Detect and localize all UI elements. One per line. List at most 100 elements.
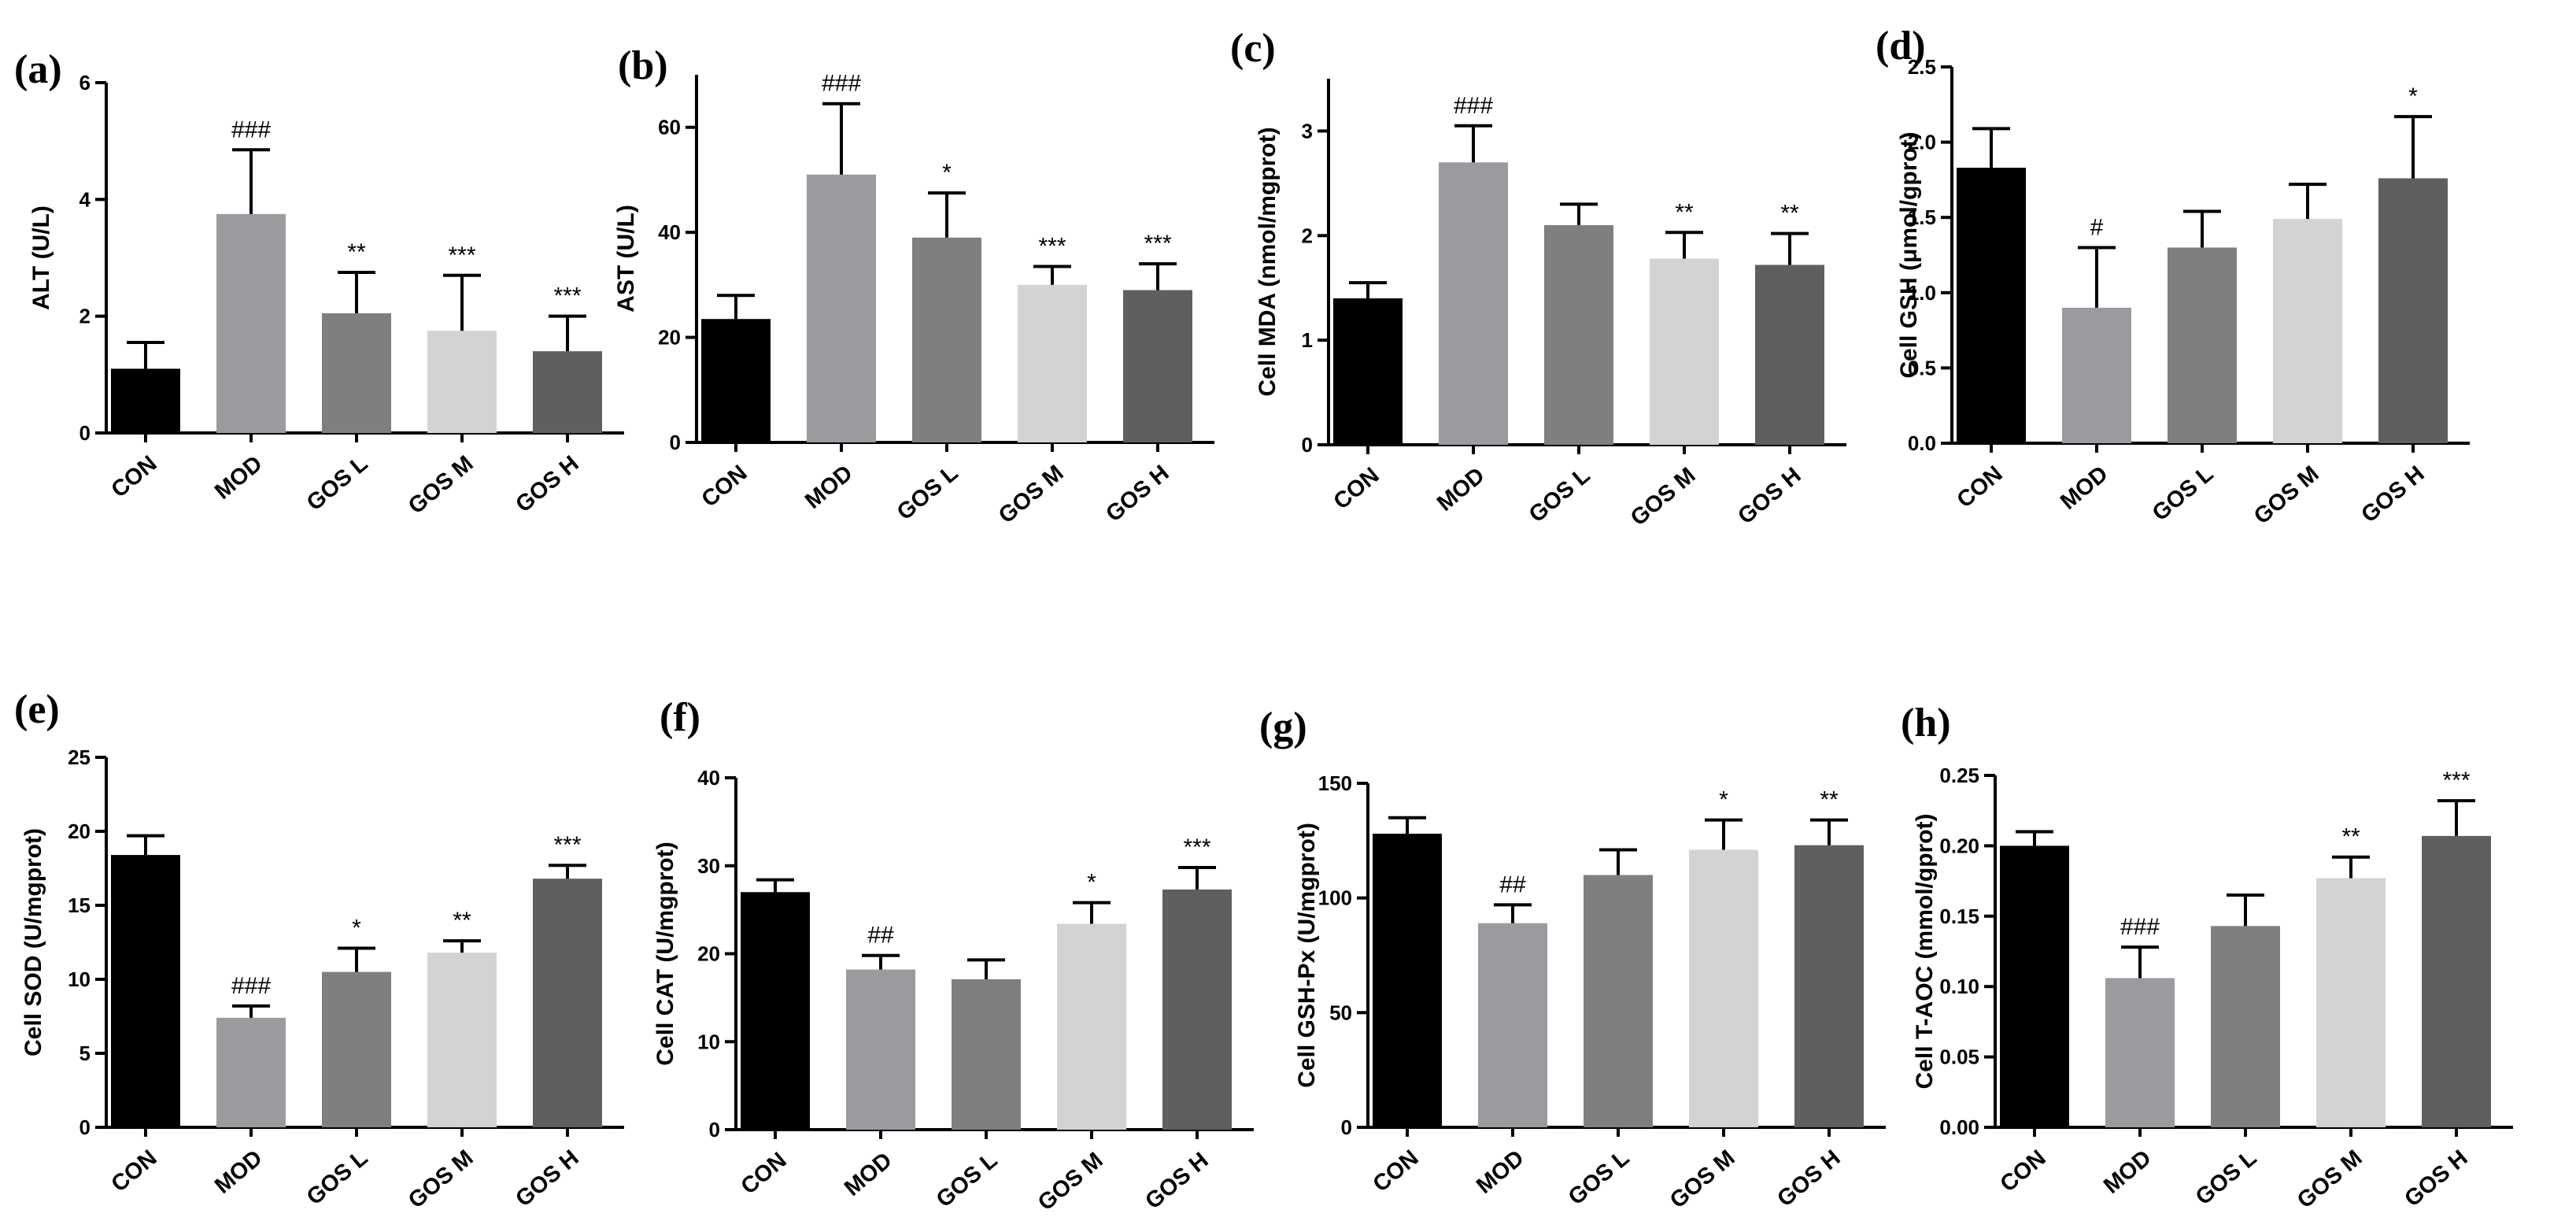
significance-label: **: [1780, 201, 1799, 227]
x-tick-label: CON: [1329, 463, 1384, 515]
significance-label: *: [352, 916, 361, 942]
y-tick-label: 0.05: [1939, 1045, 1979, 1069]
x-tick-label: MOD: [210, 1145, 267, 1199]
x-tick-label: MOD: [800, 461, 857, 514]
significance-label: ###: [822, 71, 861, 97]
bar-gos-l: [952, 979, 1021, 1130]
x-tick-label: GOS M: [2249, 461, 2324, 530]
significance-label: ***: [1183, 834, 1210, 860]
y-tick-label: 2: [79, 305, 91, 328]
y-axis-label: Cell MDA (nmol/mgprot): [1255, 127, 1281, 396]
significance-label: **: [347, 239, 366, 265]
x-tick-label: GOS M: [1626, 463, 1701, 531]
bar-gos-m: [427, 331, 497, 433]
x-tick-label: GOS M: [1033, 1148, 1108, 1216]
y-axis-label: ALT (U/L): [28, 205, 54, 310]
bar-con: [701, 319, 771, 442]
bar-gos-m: [1650, 258, 1719, 445]
x-tick-label: MOD: [840, 1148, 896, 1201]
y-tick-label: 1.5: [1908, 205, 1936, 229]
panel-label: (b): [618, 43, 668, 88]
bar-gos-l: [912, 237, 981, 442]
y-tick-label: 1: [1302, 328, 1313, 352]
bar-con: [111, 855, 180, 1127]
bar-gos-h: [1755, 265, 1824, 445]
x-tick-label: GOS L: [302, 1145, 373, 1211]
y-tick-label: 3: [1302, 119, 1313, 142]
x-tick-label: CON: [107, 1145, 162, 1197]
y-axis-label: Cell GSH-Px (U/mgprot): [1294, 823, 1320, 1088]
x-tick-label: GOS H: [1733, 463, 1805, 530]
chart-panel-d: (d) Cell GSH (μmol/gprot) 0.0 0.5 1.0 1.5 2.0 2…: [1876, 24, 2470, 530]
bar-con: [741, 892, 810, 1130]
y-tick-label: 15: [68, 893, 91, 917]
significance-label: ***: [2442, 768, 2470, 794]
significance-label: ***: [553, 832, 581, 858]
bar-gos-h: [1123, 290, 1192, 442]
y-tick-label: 150: [1318, 771, 1352, 795]
x-tick-label: GOS M: [2293, 1145, 2367, 1214]
x-tick-label: CON: [1953, 461, 2008, 513]
bar-mod: [216, 213, 286, 433]
bar-gos-h: [1162, 889, 1232, 1130]
x-tick-label: GOS M: [404, 451, 479, 520]
x-tick-label: GOS H: [2356, 461, 2429, 528]
x-tick-label: CON: [737, 1148, 792, 1200]
chart-panel-b: (b) AST (U/L) 0 20 40 60 CON ### MOD * GOS L *** GOS…: [613, 43, 1214, 529]
chart-panel-f: (f) Cell CAT (U/mgprot) 0 10 20 30 40 CON ## MOD G…: [652, 695, 1254, 1216]
bar-mod: [2105, 978, 2175, 1127]
chart-panel-h: (h) Cell T-AOC (mmol/gprot) 0.00 0.05 0.10 0.…: [1901, 701, 2513, 1214]
panel-label: (e): [14, 687, 60, 732]
panel-label: (g): [1259, 705, 1307, 749]
bar-con: [2000, 845, 2069, 1127]
bar-gos-l: [1544, 225, 1613, 445]
significance-label: ***: [1038, 234, 1066, 260]
x-tick-label: GOS H: [2400, 1145, 2472, 1212]
x-tick-label: GOS L: [2148, 461, 2219, 527]
significance-label: #: [2090, 214, 2104, 240]
bar-gos-m: [1689, 849, 1758, 1127]
significance-label: ***: [448, 242, 475, 268]
y-tick-label: 0: [709, 1118, 720, 1141]
significance-label: *: [1719, 787, 1728, 813]
significance-label: ##: [1499, 871, 1526, 897]
y-tick-label: 20: [68, 819, 91, 843]
y-tick-label: 50: [1329, 1001, 1352, 1024]
y-tick-label: 1.0: [1908, 281, 1936, 305]
bar-mod: [216, 1017, 286, 1127]
significance-label: **: [1820, 787, 1839, 813]
significance-label: ##: [867, 923, 894, 949]
bar-gos-l: [322, 313, 391, 433]
x-tick-label: CON: [1369, 1145, 1424, 1197]
significance-label: ###: [1454, 93, 1493, 119]
bar-gos-h: [1794, 845, 1864, 1127]
y-axis-label: Cell SOD (U/mgprot): [20, 828, 46, 1056]
y-tick-label: 5: [79, 1041, 91, 1065]
chart-panel-c: (c) Cell MDA (nmol/mgprot) 0 1 2 3 CON ### MOD GO…: [1230, 26, 1846, 531]
significance-label: *: [1087, 870, 1096, 896]
bar-gos-h: [533, 879, 602, 1127]
bar-con: [1333, 298, 1403, 445]
significance-label: ###: [2120, 914, 2160, 940]
x-tick-label: GOS M: [994, 461, 1069, 529]
y-tick-label: 0.0: [1908, 431, 1936, 455]
y-tick-label: 0.10: [1939, 975, 1979, 998]
y-tick-label: 25: [68, 745, 91, 769]
x-tick-label: CON: [1996, 1145, 2051, 1197]
panel-label: (a): [14, 47, 62, 92]
y-tick-label: 0.00: [1939, 1115, 1979, 1139]
x-tick-label: GOS L: [893, 461, 963, 526]
bar-gos-m: [1018, 284, 1087, 442]
x-tick-label: MOD: [2099, 1145, 2156, 1199]
x-tick-label: GOS L: [2191, 1145, 2262, 1211]
y-tick-label: 0: [79, 1115, 91, 1139]
y-tick-label: 0.5: [1908, 356, 1936, 379]
y-tick-label: 20: [658, 326, 681, 350]
y-tick-label: 0: [1302, 433, 1313, 457]
panel-label: (h): [1901, 701, 1951, 745]
significance-label: *: [2408, 83, 2418, 109]
x-tick-label: GOS H: [1101, 461, 1173, 527]
chart-panel-g: (g) Cell GSH-Px (U/mgprot) 0 50 100 150 CON ## M…: [1259, 705, 1886, 1214]
bar-con: [1957, 168, 2026, 443]
